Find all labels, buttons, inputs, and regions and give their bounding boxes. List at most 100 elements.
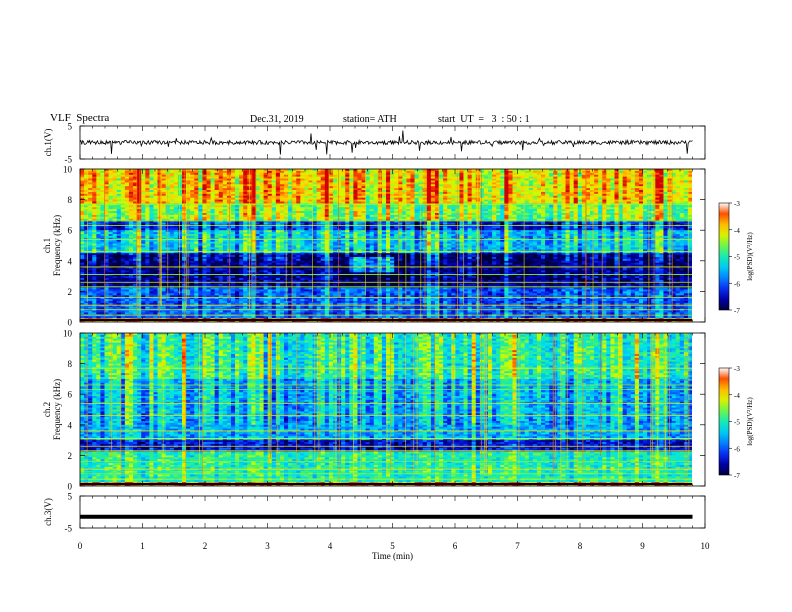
spectrogram-cell: [218, 220, 224, 223]
spectrogram-cell: [328, 176, 334, 179]
spectrogram-cell: [173, 174, 179, 178]
spectrogram-cell: [173, 191, 179, 195]
spectrogram-cell: [279, 176, 285, 179]
spectrogram-cell: [116, 197, 122, 200]
spectrogram-cell: [96, 186, 101, 189]
spectrogram-cell: [569, 176, 575, 179]
spectrogram-cell: [300, 218, 305, 222]
spectrogram-cell: [463, 184, 468, 187]
spectrogram-cell: [373, 170, 379, 174]
spectrogram-cell: [112, 170, 118, 174]
spectrogram-cell: [463, 201, 468, 204]
spectrogram-cell: [549, 180, 554, 183]
spectrogram-cell: [308, 201, 313, 204]
spectrogram-cell: [406, 186, 411, 189]
spectrogram-cell: [373, 186, 379, 189]
spectrogram-cell: [288, 169, 293, 172]
spectrogram-cell: [304, 178, 309, 181]
spectrogram-cell: [337, 220, 342, 223]
spectrogram-cell: [655, 170, 660, 174]
spectrogram-cell: [116, 220, 122, 223]
spectrogram-cell: [332, 216, 338, 220]
spectrogram-cell: [434, 197, 440, 200]
spectrogram-cell: [394, 199, 399, 202]
spectrogram-cell: [239, 169, 244, 172]
spectrogram-cell: [141, 232, 146, 235]
spectrogram-cell: [230, 176, 236, 179]
spectrogram-cell: [463, 174, 468, 178]
spectrogram-cell: [324, 214, 330, 218]
spectrogram-cell: [406, 207, 411, 210]
spectrogram-cell: [553, 190, 558, 193]
spectrogram-cell: [328, 230, 334, 233]
spectrogram-cell: [536, 212, 542, 216]
spectrogram-cell: [508, 178, 513, 181]
spectrogram-cell: [483, 191, 489, 195]
spectrogram-cell: [549, 207, 554, 210]
spectrogram-cell: [553, 201, 558, 204]
spectrogram-cell: [194, 230, 199, 233]
spectrogram-cell: [120, 199, 126, 202]
spectrogram-cell: [630, 170, 636, 174]
spectrogram-cell: [630, 226, 636, 229]
spectrogram-cell: [341, 199, 346, 202]
spectrogram-cell: [308, 180, 313, 183]
spectrogram-cell: [341, 169, 346, 172]
spectrogram-cell: [634, 230, 640, 233]
spectrogram-cell: [100, 212, 105, 216]
spectrogram-cell: [679, 180, 685, 183]
spectrogram-cell: [557, 199, 562, 202]
spectrogram-cell: [84, 180, 89, 183]
spectrogram-cell: [626, 211, 632, 214]
spectrogram-cell: [349, 230, 354, 233]
spectrogram-cell: [638, 193, 644, 197]
spectrogram-cell: [410, 230, 415, 233]
spectrogram-cell: [116, 170, 122, 174]
spectrogram-cell: [100, 209, 105, 212]
spectrogram-cell: [259, 205, 264, 208]
spectrogram-cell: [316, 188, 322, 191]
spectrogram-cell: [410, 174, 415, 178]
spectrogram-cell: [332, 176, 338, 179]
spectrogram-cell: [300, 191, 305, 195]
spectrogram-cell: [557, 190, 562, 193]
spectrogram-cell: [149, 211, 154, 214]
spectrogram-cell: [92, 195, 97, 199]
spectrogram-cell: [255, 186, 260, 189]
spectrogram-cell: [471, 226, 477, 229]
spectrogram-cell: [157, 182, 162, 185]
spectrogram-cell: [528, 193, 534, 197]
spectrogram-cell: [157, 211, 162, 214]
spectrogram-cell: [381, 214, 387, 218]
spectrogram-cell: [606, 184, 611, 187]
spectrogram-cell: [349, 169, 354, 172]
spectrogram-cell: [406, 180, 411, 183]
spectrogram-cell: [394, 230, 399, 233]
spectrogram-cell: [512, 211, 517, 214]
spectrogram-cell: [92, 216, 97, 220]
spectrogram-cell: [634, 182, 640, 185]
spectrogram-cell: [626, 220, 632, 223]
spectrogram-cell: [255, 230, 260, 233]
spectrogram-cell: [598, 178, 603, 181]
spectrogram-cell: [488, 212, 493, 216]
spectrogram-cell: [626, 174, 632, 178]
spectrogram-cell: [337, 182, 342, 185]
spectrogram-cell: [671, 191, 677, 195]
spectrogram-cell: [255, 216, 260, 220]
spectrogram-cell: [96, 230, 101, 233]
spectrogram-cell: [557, 222, 562, 225]
spectrogram-cell: [394, 216, 399, 220]
spectrogram-cell: [145, 170, 150, 174]
spectrogram-cell: [508, 169, 513, 172]
spectrogram-cell: [259, 218, 264, 222]
spectrogram-cell: [275, 176, 281, 179]
spectrogram-cell: [279, 207, 285, 210]
spectrogram-cell: [390, 205, 395, 208]
spectrogram-cell: [638, 214, 644, 218]
spectrogram-cell: [320, 197, 326, 200]
spectrogram-cell: [267, 184, 273, 187]
spectrogram-cell: [304, 195, 309, 199]
spectrogram-cell: [565, 197, 570, 200]
spectrogram-cell: [655, 195, 660, 199]
